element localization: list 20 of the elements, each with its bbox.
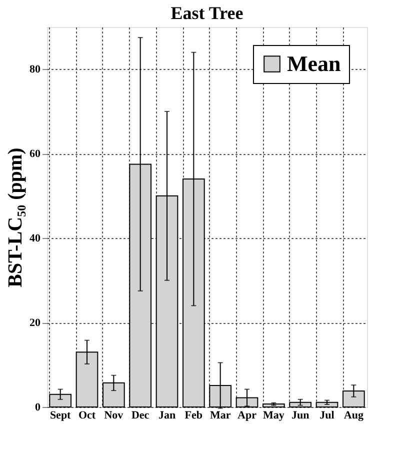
x-tick-label: Jul — [320, 410, 334, 422]
y-tick-label: 40 — [30, 232, 41, 245]
x-tick-label: Aug — [344, 410, 364, 422]
y-tick-label: 20 — [30, 317, 41, 330]
legend-label: Mean — [287, 51, 341, 76]
x-tick-label: Feb — [184, 410, 203, 422]
y-axis-title: BST-LC₅₀ (ppm) — [4, 148, 26, 288]
x-tick-label: Nov — [104, 410, 124, 422]
x-tick-label: Oct — [78, 410, 96, 422]
x-tick-label: Apr — [238, 410, 257, 422]
y-tick-label: 60 — [30, 148, 41, 160]
x-tick-label: Mar — [210, 410, 231, 422]
chart-title: East Tree — [170, 3, 244, 23]
x-tick-label: Sept — [50, 410, 72, 422]
x-tick-label: May — [262, 410, 285, 422]
y-tick-label: 0 — [35, 402, 41, 414]
x-tick-label: Jan — [158, 410, 176, 422]
x-tick-label: Dec — [131, 410, 150, 422]
y-tick-label: 80 — [30, 64, 41, 76]
x-tick-label: Jun — [291, 410, 310, 422]
